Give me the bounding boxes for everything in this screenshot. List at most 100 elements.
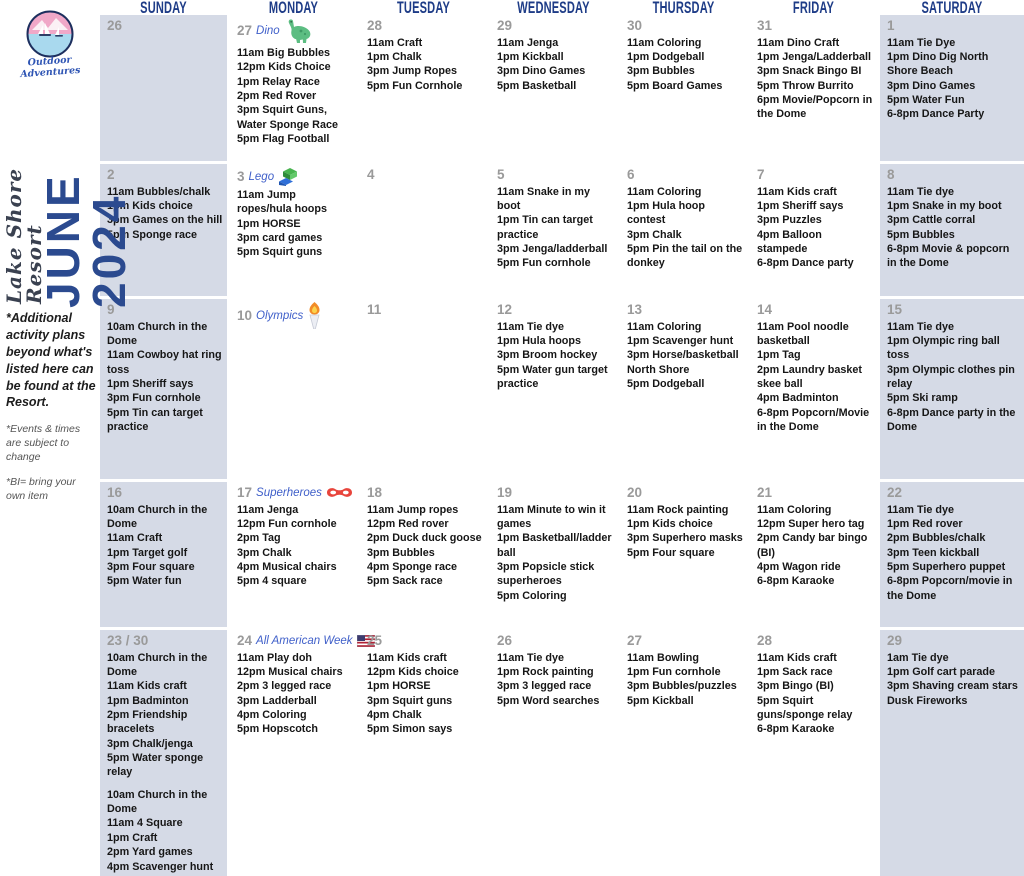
- cell-header: 24 All American Week: [237, 633, 375, 649]
- date-label: 29: [887, 633, 903, 648]
- activity-item: 5pm Dodgeball: [627, 377, 705, 390]
- activity-item: 10am Church in the Dome: [107, 503, 208, 530]
- activity-item: 11am Kids craft: [757, 185, 837, 198]
- date-label: 6: [627, 167, 635, 182]
- activity-item: 3pm Squirt guns: [367, 694, 453, 707]
- activity-item: 5pm Water sponge relay: [107, 752, 204, 779]
- activity-list: 11am Snake in my boot 1pm Tin can target …: [497, 185, 613, 271]
- activity-item: 6-8pm Popcorn/movie in the Dome: [887, 575, 1013, 602]
- day-header-sunday: SUNDAY: [140, 0, 187, 17]
- date-label: 9: [107, 302, 115, 317]
- activity-item: 5pm Water fun: [107, 575, 182, 588]
- date-label: 26: [107, 18, 123, 33]
- activity-item: 6-8pm Dance party in the Dome: [887, 406, 1016, 434]
- date-label: 30: [627, 18, 643, 33]
- date-label: 23 / 30: [107, 633, 149, 648]
- activity-item: 10am Church in the Dome: [107, 788, 208, 816]
- calendar-cell: 18 11am Jump ropes 12pm Red rover 2pm Duck …: [360, 482, 487, 627]
- calendar-cell: 2 11am Bubbles/chalk 1pm Kids choice 3pm Ga…: [100, 164, 227, 296]
- dino-icon: [284, 18, 312, 44]
- activity-item: 5pm Hopscotch: [237, 723, 318, 736]
- cell-header: 2: [107, 167, 223, 183]
- activity-item: 5pm Sponge race: [107, 228, 198, 241]
- activity-item: 2pm Candy bar bingo (BI): [757, 532, 868, 559]
- date-label: 18: [367, 485, 383, 500]
- activity-item: 11am Kids craft: [107, 680, 187, 693]
- activity-item: 11am Bowling: [627, 651, 699, 664]
- activity-list: 11am Tie dye 1pm Rock painting 3pm 3 legge…: [497, 651, 613, 708]
- activity-item: 3pm Chalk: [627, 228, 682, 241]
- cell-header: 5: [497, 167, 613, 183]
- activity-item: 11am Kids craft: [367, 651, 447, 664]
- date-label: 17: [237, 485, 253, 500]
- activity-item: 3pm Games on the hill: [107, 214, 223, 227]
- date-label: 26: [497, 633, 513, 648]
- activity-item: 3pm Fun cornhole: [107, 392, 201, 405]
- calendar-cell: 17 Superheroes 11am Jenga 12pm Fun cornhole…: [230, 482, 357, 627]
- calendar-grid: SUNDAY MONDAY TUESDAY WEDNESDAY THURSDAY FRID…: [100, 0, 1024, 876]
- activity-item: 6-8pm Dance party: [757, 257, 854, 270]
- activity-item: 1pm Rock painting: [497, 665, 594, 678]
- cell-header: 17 Superheroes: [237, 485, 353, 501]
- activity-item: 5pm Board Games: [627, 79, 723, 92]
- activity-item: 1pm Dodgeball: [627, 50, 705, 63]
- activity-item: 1pm Sheriff says: [107, 377, 194, 390]
- day-header-monday: MONDAY: [268, 0, 319, 17]
- activity-item: 1pm Basketball/ladder ball: [497, 532, 612, 559]
- activity-item: 4pm Chalk: [367, 708, 422, 721]
- theme-label: Lego: [248, 170, 275, 183]
- cell-header: 27: [627, 633, 743, 649]
- outdoor-adventures-logo: [26, 10, 74, 58]
- theme-label: Olympics: [256, 309, 304, 322]
- activity-item: 5pm Fun Cornhole: [367, 79, 463, 92]
- day-header-thursday: THURSDAY: [652, 0, 715, 17]
- theme-label: Superheroes: [256, 486, 322, 499]
- activity-list: 11am Big Bubbles 12pm Kids Choice 1pm Rela…: [237, 46, 353, 147]
- activity-item: 12pm Kids choice: [367, 665, 459, 678]
- activity-item: 3pm Shaving cream stars: [887, 680, 1018, 693]
- activity-item: 5pm Squirt guns/sponge relay: [757, 694, 853, 721]
- day-header-saturday: SATURDAY: [921, 0, 983, 17]
- cell-header: 1: [887, 18, 1020, 34]
- activity-item: 2pm Duck duck goose: [367, 532, 482, 545]
- activity-item: 5pm Flag Football: [237, 133, 330, 146]
- activity-item: 12pm Fun cornhole: [237, 517, 337, 530]
- date-label: 15: [887, 302, 903, 317]
- date-label: 27: [627, 633, 643, 648]
- theme-label: Dino: [256, 25, 280, 37]
- date-label: 27: [237, 23, 253, 39]
- activity-item: 6pm Movie/Popcorn in the Dome: [757, 93, 873, 121]
- activity-item: 1pm Dino Dig North Shore Beach: [887, 50, 989, 78]
- date-label: 28: [367, 18, 383, 33]
- activity-item: 5pm Word searches: [497, 694, 600, 707]
- cell-header: 6: [627, 167, 743, 183]
- activity-item: 1pm Sheriff says: [757, 199, 844, 212]
- calendar-cell: 12 11am Tie dye 1pm Hula hoops 3pm Broom ho…: [490, 299, 617, 479]
- cell-header: 9: [107, 302, 223, 318]
- activity-item: 3pm Snack Bingo BI: [757, 65, 862, 78]
- cell-header: 3 Lego: [237, 167, 353, 186]
- date-label: 5: [497, 167, 505, 182]
- note-events-subject-to-change: *Events & times are subject to change: [6, 423, 81, 463]
- activity-item: 3pm Popsicle stick superheroes: [497, 560, 595, 588]
- activity-item: 11am Jenga: [497, 36, 559, 49]
- activity-item: 11am Minute to win it games: [497, 503, 606, 530]
- date-label: 31: [757, 18, 773, 33]
- activity-item: 3pm card games: [237, 232, 323, 245]
- week-row: 2 11am Bubbles/chalk 1pm Kids choice 3pm Ga…: [100, 164, 1024, 296]
- activity-item: 1pm Target golf: [107, 546, 188, 559]
- activity-item: 3pm Teen kickball: [887, 546, 980, 559]
- activity-item: 3pm Bubbles/puzzles: [627, 680, 737, 693]
- activity-item: 2pm 3 legged race: [237, 680, 332, 693]
- calendar-cell: 30 11am Coloring 1pm Dodgeball 3pm Bubbles 5…: [620, 15, 747, 161]
- calendar-cell: 31 11am Dino Craft 1pm Jenga/Ladderball 3pm…: [750, 15, 877, 161]
- activity-item: 11am Bubbles/chalk: [107, 185, 211, 198]
- activity-item: 4pm Sponge race: [367, 560, 458, 573]
- activity-item: 11am Tie Dye: [887, 36, 956, 49]
- sidebar-notes: *Additional activity plans beyond what's…: [6, 310, 96, 515]
- activity-item: 11am Coloring: [627, 185, 702, 198]
- cell-header: 13: [627, 302, 743, 318]
- activity-item: 11am Dino Craft: [757, 36, 840, 49]
- activity-item: 5pm Bubbles: [887, 228, 955, 241]
- activity-item: 4pm Coloring: [237, 708, 307, 721]
